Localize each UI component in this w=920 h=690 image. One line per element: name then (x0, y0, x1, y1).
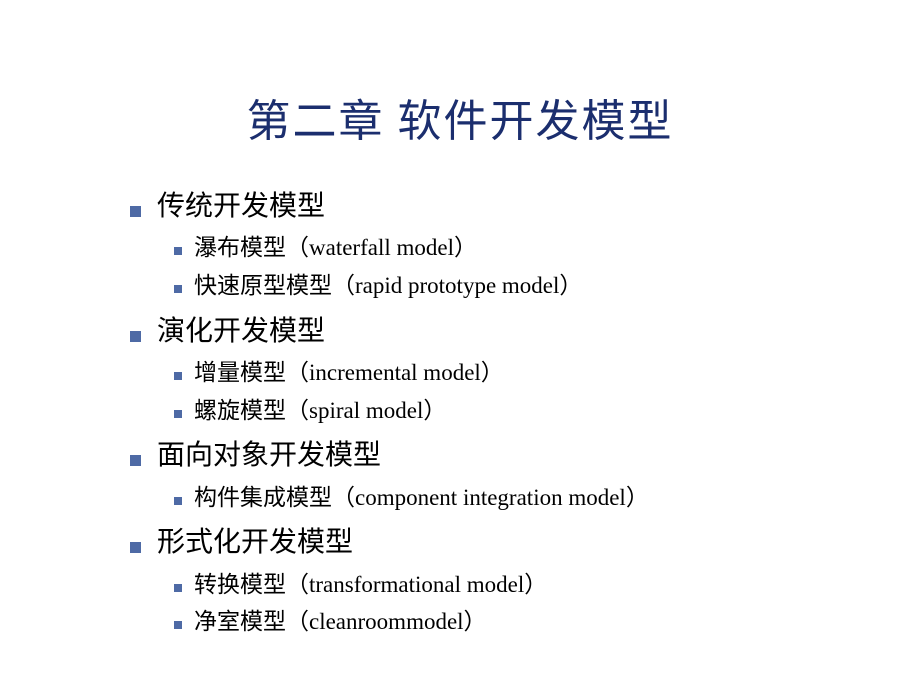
item-text: 构件集成模型（component integration model） (194, 480, 649, 516)
heading-text: 演化开发模型 (157, 310, 325, 353)
slide-content: 传统开发模型 瀑布模型（waterfall model） 快速原型模型（rapi… (0, 167, 920, 640)
item-text: 增量模型（incremental model） (194, 355, 504, 391)
item-text: 转换模型（transformational model） (194, 567, 547, 603)
list-item: 增量模型（incremental model） (174, 355, 920, 391)
list-item: 转换模型（transformational model） (174, 567, 920, 603)
section-heading: 演化开发模型 (130, 310, 920, 353)
heading-text: 面向对象开发模型 (157, 434, 381, 477)
list-item: 快速原型模型（rapid prototype model） (174, 268, 920, 304)
slide: 第二章 软件开发模型 传统开发模型 瀑布模型（waterfall model） … (0, 0, 920, 690)
slide-title: 第二章 软件开发模型 (0, 0, 920, 167)
item-text: 瀑布模型（waterfall model） (194, 230, 477, 266)
bullet-icon (130, 331, 141, 342)
bullet-icon (130, 542, 141, 553)
list-item: 构件集成模型（component integration model） (174, 480, 920, 516)
bullet-icon (174, 497, 182, 505)
heading-text: 传统开发模型 (157, 185, 325, 228)
item-text: 螺旋模型（spiral model） (194, 393, 446, 429)
section-heading: 面向对象开发模型 (130, 434, 920, 477)
bullet-icon (174, 410, 182, 418)
bullet-icon (130, 206, 141, 217)
item-text: 净室模型（cleanroommodel） (194, 604, 487, 640)
list-item: 螺旋模型（spiral model） (174, 393, 920, 429)
section-heading: 传统开发模型 (130, 185, 920, 228)
list-item: 净室模型（cleanroommodel） (174, 604, 920, 640)
bullet-icon (130, 455, 141, 466)
item-text: 快速原型模型（rapid prototype model） (194, 268, 582, 304)
bullet-icon (174, 372, 182, 380)
bullet-icon (174, 247, 182, 255)
section-heading: 形式化开发模型 (130, 521, 920, 564)
bullet-icon (174, 285, 182, 293)
bullet-icon (174, 584, 182, 592)
bullet-icon (174, 621, 182, 629)
list-item: 瀑布模型（waterfall model） (174, 230, 920, 266)
heading-text: 形式化开发模型 (157, 521, 353, 564)
